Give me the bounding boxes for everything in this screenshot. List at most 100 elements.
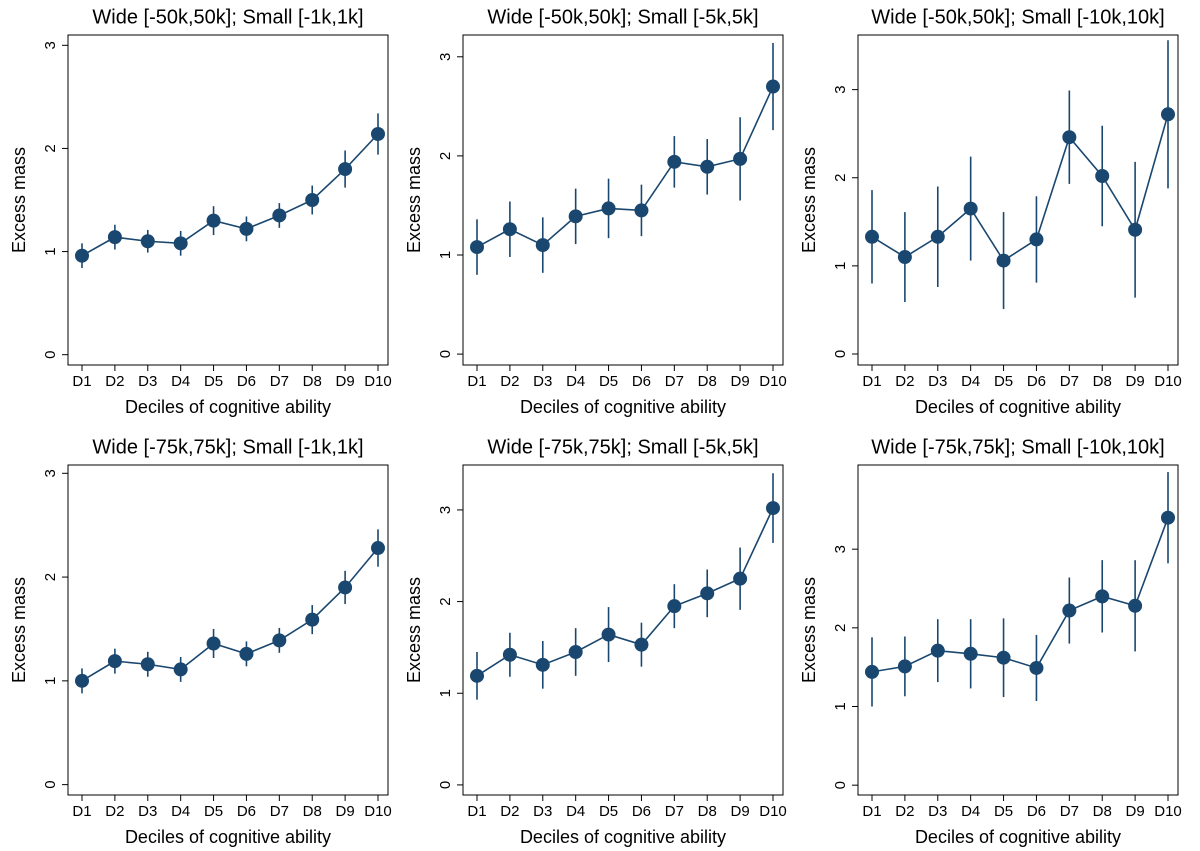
panel: Wide [-75k,75k]; Small [-5k,5k] Deciles o…: [404, 436, 787, 846]
x-tick-label: D4: [566, 803, 585, 820]
y-tick-label: 1: [832, 702, 849, 710]
y-tick-label: 2: [42, 573, 59, 581]
point: [1161, 510, 1175, 525]
point: [206, 213, 221, 228]
series-line: [476, 507, 774, 677]
x-tick-label: D8: [303, 803, 322, 820]
point: [1062, 130, 1077, 145]
point: [173, 236, 188, 251]
y-tick-label: 0: [42, 351, 59, 359]
y-tick-label: 1: [437, 689, 454, 697]
x-tick-label: D9: [336, 373, 355, 390]
x-tick-label: D5: [204, 803, 223, 820]
plot-frame: [857, 34, 1179, 366]
panel-title: Wide [-50k,50k]; Small [-10k,10k]: [871, 6, 1164, 28]
x-tick-label: D2: [105, 373, 124, 390]
point: [1095, 589, 1110, 604]
x-axis-label: Deciles of cognitive ability: [520, 397, 726, 417]
x-tick-label: D4: [171, 373, 190, 390]
point: [930, 229, 945, 244]
point: [173, 662, 188, 677]
x-tick-label: D5: [599, 373, 618, 390]
series-line: [476, 86, 774, 248]
panel-title: Wide [-75k,75k]; Small [-10k,10k]: [871, 436, 1164, 458]
x-tick-label: D7: [270, 373, 289, 390]
panel-title: Wide [-75k,75k]; Small [-5k,5k]: [487, 436, 758, 458]
point: [107, 654, 122, 669]
point: [470, 240, 484, 255]
x-tick-label: D2: [105, 803, 124, 820]
point: [239, 221, 254, 236]
x-tick-label: D10: [364, 373, 392, 390]
y-tick-label: 2: [437, 597, 454, 605]
x-tick-label: D2: [895, 373, 914, 390]
x-tick-label: D4: [961, 373, 980, 390]
x-tick-label: D7: [1060, 803, 1079, 820]
point: [865, 664, 879, 679]
x-tick-label: D1: [467, 373, 486, 390]
x-tick-label: D8: [1093, 373, 1112, 390]
point: [502, 647, 517, 662]
x-axis-label: Deciles of cognitive ability: [125, 827, 331, 847]
point: [865, 229, 879, 244]
point: [1029, 660, 1044, 675]
point: [996, 253, 1011, 268]
point: [239, 646, 254, 661]
point: [140, 234, 155, 249]
point: [1029, 232, 1044, 247]
point: [733, 571, 748, 586]
x-tick-label: D6: [237, 803, 256, 820]
point: [75, 673, 89, 688]
x-tick-label: D5: [994, 373, 1013, 390]
x-tick-label: D7: [665, 373, 684, 390]
y-axis-label: Excess mass: [9, 147, 29, 253]
point: [634, 637, 649, 652]
point: [733, 151, 748, 166]
x-tick-label: D8: [1093, 803, 1112, 820]
point: [634, 203, 649, 218]
panel-title: Wide [-50k,50k]; Small [-1k,1k]: [92, 6, 363, 28]
x-tick-label: D4: [566, 373, 585, 390]
x-tick-label: D10: [1154, 803, 1182, 820]
point: [107, 230, 122, 245]
x-tick-label: D6: [632, 373, 651, 390]
x-tick-label: D7: [665, 803, 684, 820]
y-axis-label: Excess mass: [404, 577, 424, 683]
x-tick-label: D9: [336, 803, 355, 820]
y-axis-label: Excess mass: [799, 577, 819, 683]
point: [766, 501, 780, 516]
point: [272, 633, 287, 648]
x-axis-label: Deciles of cognitive ability: [915, 827, 1121, 847]
x-tick-label: D8: [303, 373, 322, 390]
x-tick-label: D10: [1154, 373, 1182, 390]
y-tick-label: 0: [437, 350, 454, 358]
x-tick-label: D3: [533, 803, 552, 820]
point: [1128, 222, 1143, 237]
x-tick-label: D1: [72, 373, 91, 390]
point: [568, 645, 583, 659]
x-tick-label: D10: [759, 373, 787, 390]
point: [470, 668, 484, 683]
series-line: [871, 114, 1169, 262]
y-tick-label: 1: [437, 251, 454, 259]
x-tick-label: D6: [632, 803, 651, 820]
x-tick-label: D2: [500, 803, 519, 820]
point: [371, 541, 385, 556]
point: [963, 646, 978, 661]
y-tick-label: 1: [42, 677, 59, 685]
x-tick-label: D9: [1126, 803, 1145, 820]
plot-frame: [462, 464, 784, 796]
y-tick-label: 0: [437, 781, 454, 789]
x-tick-label: D9: [731, 803, 750, 820]
point: [766, 79, 780, 94]
panel: Wide [-50k,50k]; Small [-10k,10k] Deciles…: [799, 6, 1182, 416]
x-axis-label: Deciles of cognitive ability: [520, 827, 726, 847]
y-axis-label: Excess mass: [404, 147, 424, 253]
point: [1128, 598, 1143, 613]
point: [535, 238, 550, 253]
point: [305, 193, 320, 207]
y-axis-label: Excess mass: [799, 147, 819, 253]
x-tick-label: D3: [138, 803, 157, 820]
